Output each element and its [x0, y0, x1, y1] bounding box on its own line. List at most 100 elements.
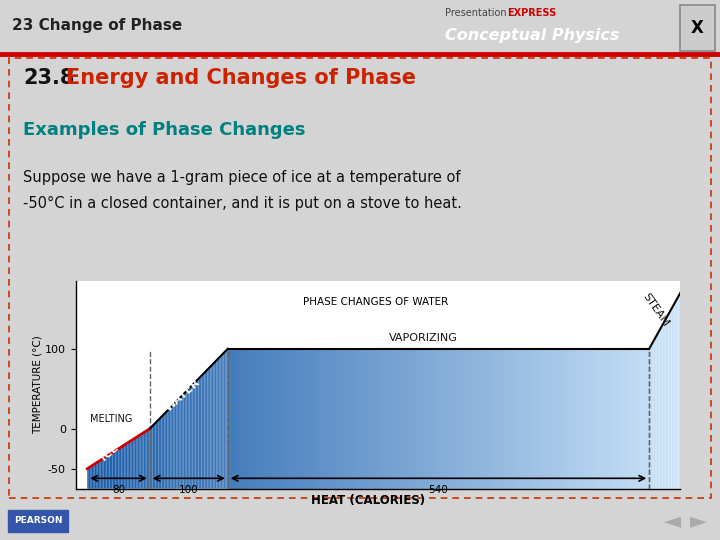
Polygon shape	[513, 349, 514, 489]
Polygon shape	[572, 349, 574, 489]
Polygon shape	[241, 349, 243, 489]
Polygon shape	[319, 349, 320, 489]
Text: HEAT (CALORIES): HEAT (CALORIES)	[311, 494, 426, 507]
Text: 100: 100	[179, 485, 199, 495]
Polygon shape	[136, 436, 138, 489]
Polygon shape	[246, 349, 248, 489]
Polygon shape	[346, 349, 347, 489]
Polygon shape	[290, 349, 292, 489]
Polygon shape	[444, 349, 445, 489]
Polygon shape	[390, 349, 391, 489]
Polygon shape	[329, 349, 330, 489]
Polygon shape	[406, 349, 408, 489]
Polygon shape	[132, 439, 133, 489]
Polygon shape	[462, 349, 464, 489]
Polygon shape	[470, 349, 472, 489]
Polygon shape	[528, 349, 529, 489]
Polygon shape	[563, 349, 564, 489]
Polygon shape	[322, 349, 323, 489]
Polygon shape	[452, 349, 454, 489]
Polygon shape	[612, 349, 613, 489]
Polygon shape	[672, 306, 673, 489]
Polygon shape	[335, 349, 336, 489]
Polygon shape	[526, 349, 528, 489]
Polygon shape	[651, 343, 652, 489]
Polygon shape	[448, 349, 449, 489]
Polygon shape	[522, 349, 523, 489]
Polygon shape	[552, 349, 553, 489]
Polygon shape	[546, 349, 547, 489]
Polygon shape	[409, 349, 410, 489]
Polygon shape	[571, 349, 572, 489]
Polygon shape	[591, 349, 593, 489]
Polygon shape	[384, 349, 385, 489]
Polygon shape	[487, 349, 489, 489]
Polygon shape	[451, 349, 452, 489]
Polygon shape	[508, 349, 510, 489]
Polygon shape	[274, 349, 276, 489]
Polygon shape	[258, 349, 259, 489]
Polygon shape	[130, 440, 132, 489]
Polygon shape	[640, 349, 642, 489]
Polygon shape	[252, 349, 253, 489]
Polygon shape	[654, 338, 655, 489]
Polygon shape	[174, 403, 175, 489]
Polygon shape	[109, 454, 111, 489]
Polygon shape	[535, 349, 536, 489]
Polygon shape	[178, 399, 179, 489]
Polygon shape	[287, 349, 289, 489]
Polygon shape	[624, 349, 626, 489]
Polygon shape	[175, 402, 176, 489]
Polygon shape	[449, 349, 451, 489]
Polygon shape	[649, 346, 651, 489]
Polygon shape	[424, 349, 426, 489]
Polygon shape	[328, 349, 329, 489]
Polygon shape	[315, 349, 317, 489]
Polygon shape	[541, 349, 542, 489]
Polygon shape	[667, 314, 669, 489]
Polygon shape	[378, 349, 379, 489]
Polygon shape	[119, 448, 120, 489]
Polygon shape	[314, 349, 315, 489]
Polygon shape	[320, 349, 322, 489]
Polygon shape	[575, 349, 577, 489]
Polygon shape	[472, 349, 473, 489]
Polygon shape	[465, 349, 467, 489]
Polygon shape	[396, 349, 397, 489]
Polygon shape	[418, 349, 420, 489]
Polygon shape	[371, 349, 372, 489]
Polygon shape	[248, 349, 249, 489]
Polygon shape	[531, 349, 532, 489]
Polygon shape	[117, 449, 119, 489]
Polygon shape	[354, 349, 356, 489]
Polygon shape	[127, 442, 129, 489]
Polygon shape	[639, 349, 640, 489]
Polygon shape	[221, 354, 222, 489]
Polygon shape	[133, 438, 135, 489]
Polygon shape	[516, 349, 517, 489]
Polygon shape	[196, 380, 197, 489]
Polygon shape	[570, 349, 571, 489]
Polygon shape	[387, 349, 388, 489]
Polygon shape	[277, 349, 279, 489]
Polygon shape	[621, 349, 623, 489]
Polygon shape	[270, 349, 271, 489]
Polygon shape	[479, 349, 480, 489]
Polygon shape	[664, 319, 665, 489]
Text: 540: 540	[428, 485, 449, 495]
Polygon shape	[678, 295, 679, 489]
Polygon shape	[483, 349, 485, 489]
Polygon shape	[225, 350, 227, 489]
Polygon shape	[308, 349, 310, 489]
FancyBboxPatch shape	[8, 510, 68, 532]
Polygon shape	[348, 349, 350, 489]
Polygon shape	[200, 376, 202, 489]
Polygon shape	[366, 349, 367, 489]
Polygon shape	[562, 349, 563, 489]
Polygon shape	[233, 349, 234, 489]
Polygon shape	[492, 349, 494, 489]
Polygon shape	[626, 349, 627, 489]
Polygon shape	[395, 349, 396, 489]
Polygon shape	[307, 349, 308, 489]
Polygon shape	[557, 349, 559, 489]
